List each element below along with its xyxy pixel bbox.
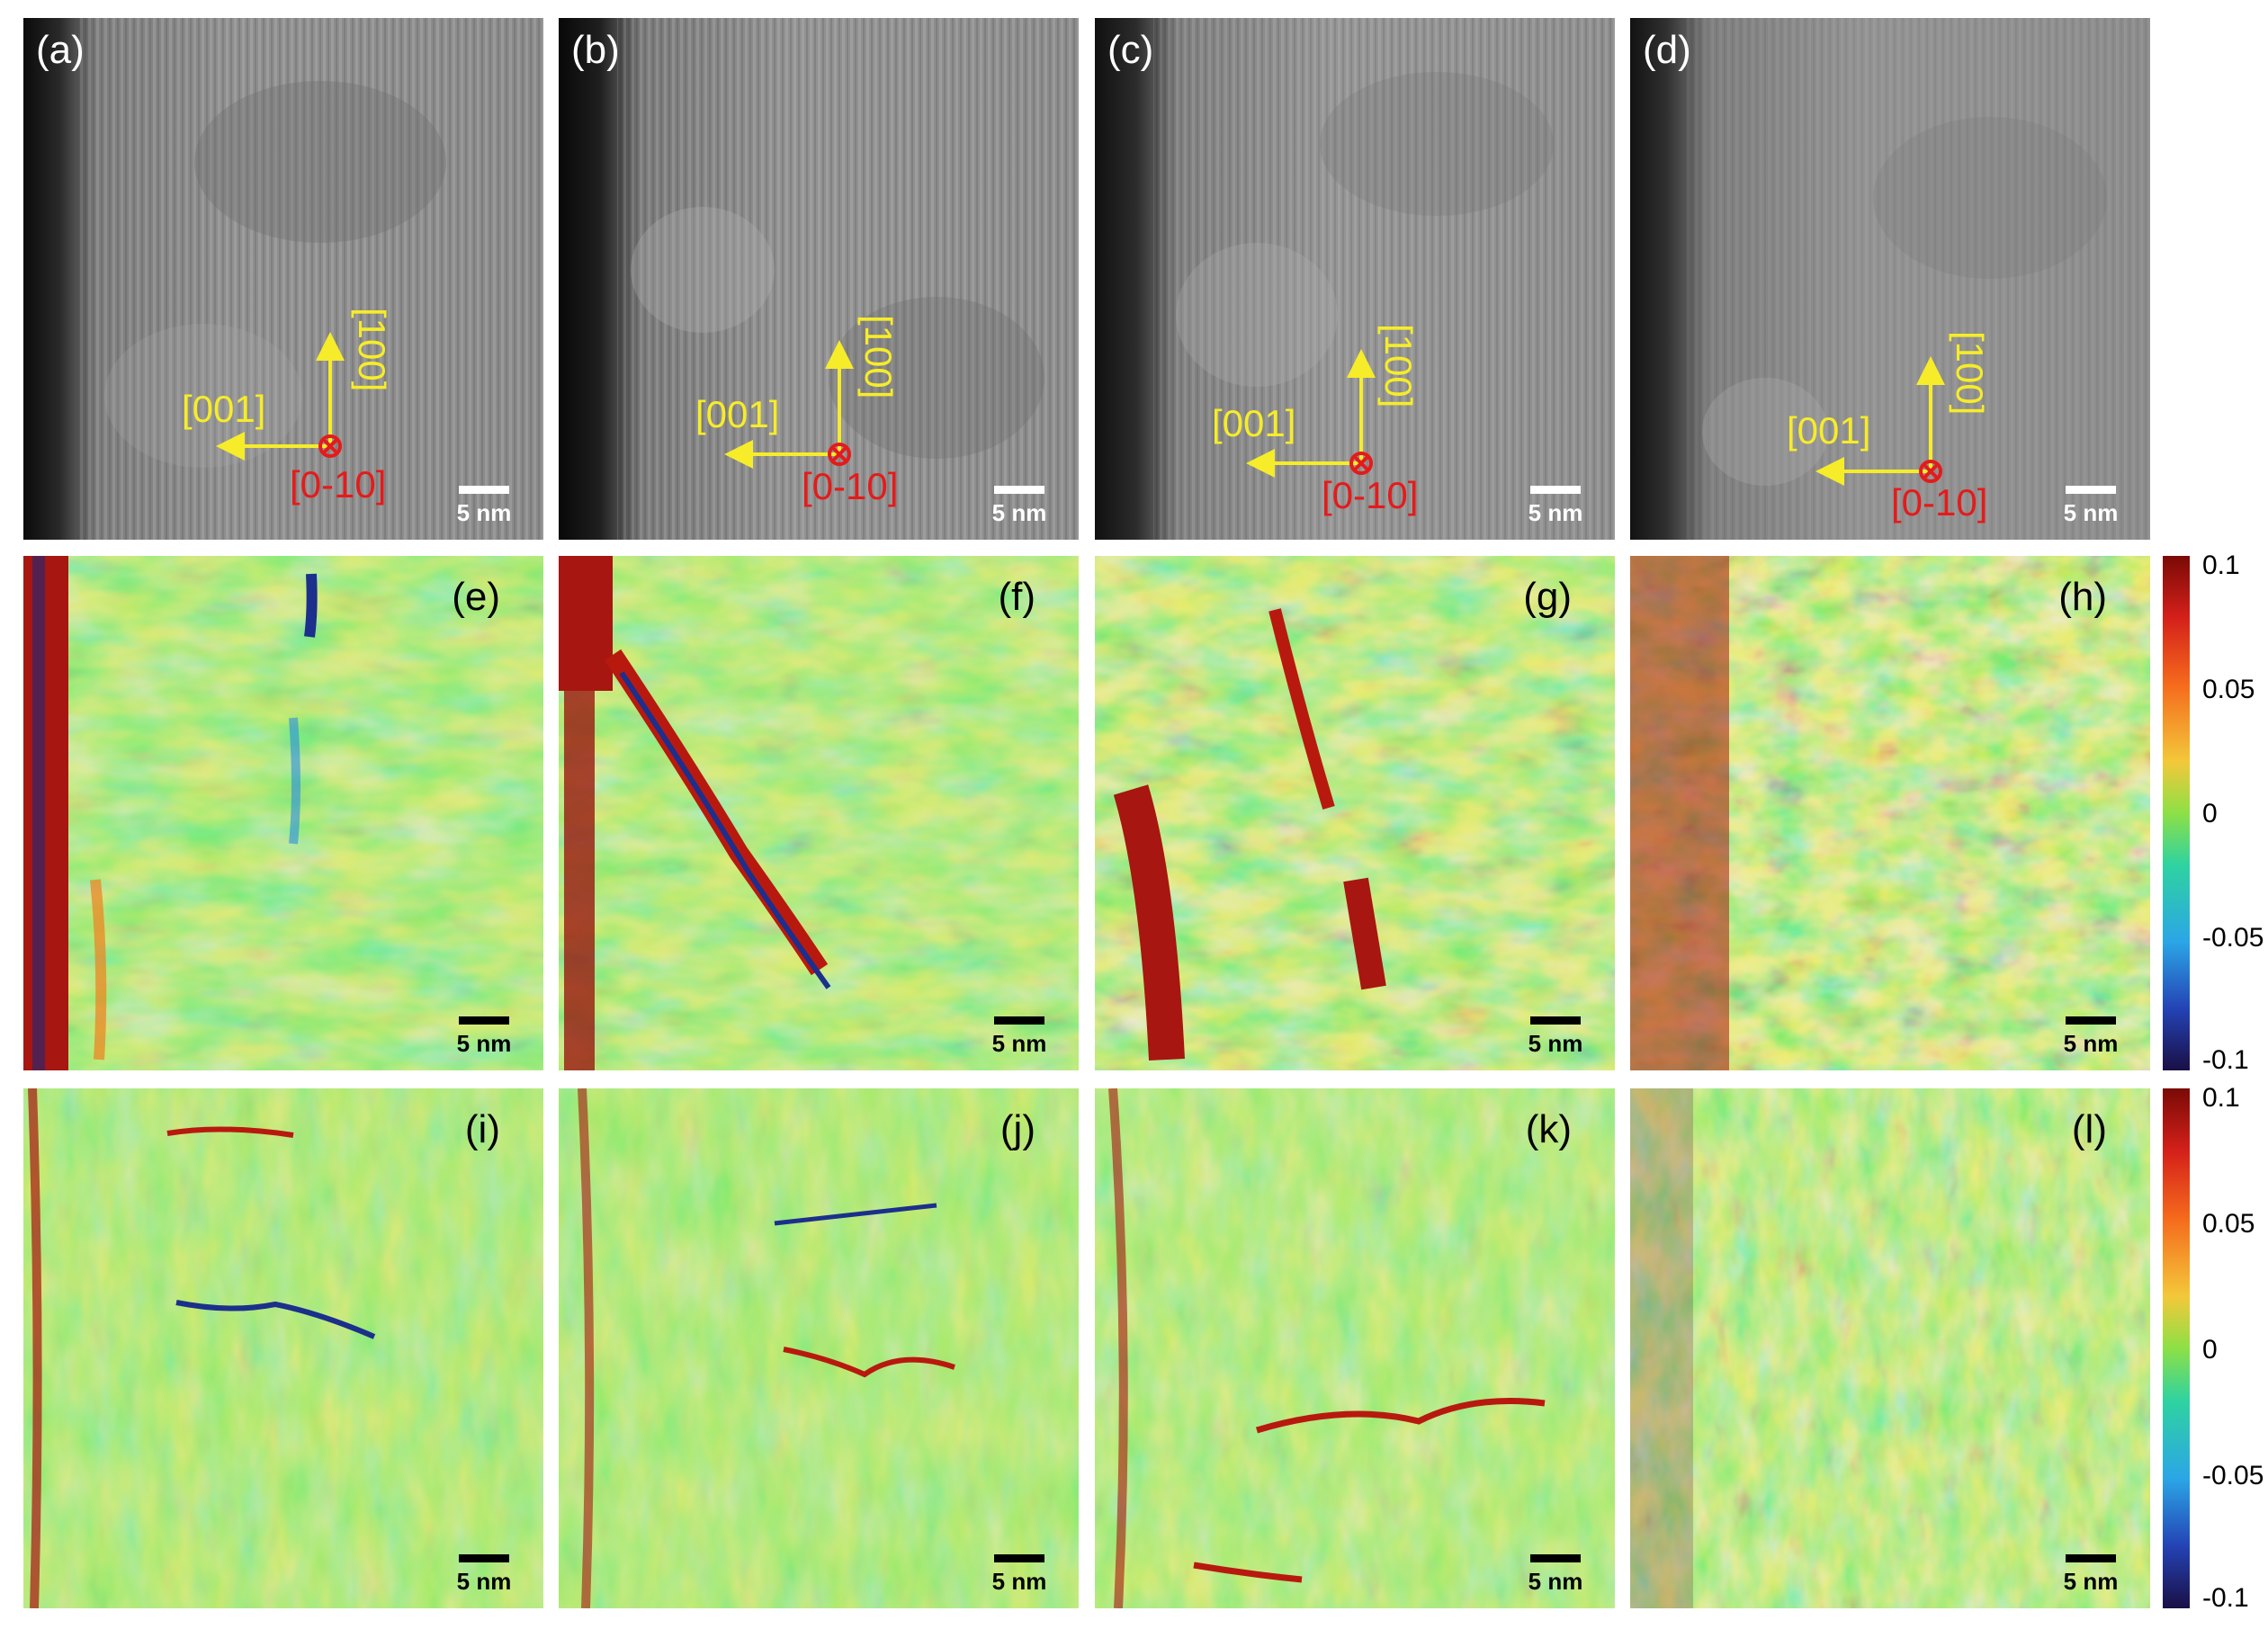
scale-bar: 5 nm xyxy=(444,1016,524,1058)
scale-bar: 5 nm xyxy=(444,1554,524,1596)
scale-bar: 5 nm xyxy=(444,486,524,527)
panel-label: (c) xyxy=(1107,28,1154,72)
axis-label-100: [100] xyxy=(351,308,393,392)
scale-bar: 5 nm xyxy=(980,486,1059,527)
colorbar-tick: 0.05 xyxy=(2202,675,2255,704)
panel-label: (g) xyxy=(1523,575,1572,619)
strain-map-g: (g) 5 nm xyxy=(1095,556,1615,1070)
tem-texture xyxy=(1630,18,2150,540)
axis-label-100: [100] xyxy=(1949,331,1991,416)
scale-bar: 5 nm xyxy=(1516,486,1595,527)
tem-image-c: (c) [001] [100] [0-10] 5 nm xyxy=(1095,18,1615,540)
strain-map-h: (h) 5 nm xyxy=(1630,556,2150,1070)
panel-label: (f) xyxy=(998,575,1035,619)
panel-label: (e) xyxy=(452,575,500,619)
colorbar-gradient xyxy=(2163,1088,2190,1608)
tem-image-b: (b) [001] [100] [0-10] 5 nm xyxy=(559,18,1079,540)
axis-label-0-10: [0-10] xyxy=(1891,481,1988,524)
axis-label-0-10: [0-10] xyxy=(802,465,899,507)
tem-texture xyxy=(1095,18,1615,540)
colorbar-tick: 0.1 xyxy=(2202,550,2240,580)
axis-label-0-10: [0-10] xyxy=(290,463,387,506)
panel-label: (l) xyxy=(2071,1107,2107,1151)
colorbar-tick: -0.1 xyxy=(2202,1045,2249,1075)
strain-map-i: (i) 5 nm xyxy=(23,1088,543,1608)
scale-bar: 5 nm xyxy=(980,1016,1059,1058)
strain-texture xyxy=(559,556,1079,1070)
colorbar-tick: -0.05 xyxy=(2202,923,2264,953)
colorbar-tick: -0.1 xyxy=(2202,1583,2249,1613)
scale-bar: 5 nm xyxy=(2051,486,2130,527)
strain-map-l: (l) 5 nm xyxy=(1630,1088,2150,1608)
axis-label-001: [001] xyxy=(1787,409,1871,452)
strain-texture xyxy=(1095,1088,1615,1608)
scale-bar: 5 nm xyxy=(2051,1554,2130,1596)
strain-texture xyxy=(559,1088,1079,1608)
strain-texture xyxy=(23,1088,543,1608)
tem-image-d: (d) [001] [100] [0-10] 5 nm xyxy=(1630,18,2150,540)
colorbar-tick: 0 xyxy=(2202,1335,2218,1365)
panel-label: (i) xyxy=(464,1107,500,1151)
axis-label-100: [100] xyxy=(857,315,900,399)
panel-label: (h) xyxy=(2058,575,2107,619)
panel-label: (k) xyxy=(1525,1107,1572,1151)
strain-map-j: (j) 5 nm xyxy=(559,1088,1079,1608)
scale-bar: 5 nm xyxy=(2051,1016,2130,1058)
tem-texture xyxy=(23,18,543,540)
scale-bar: 5 nm xyxy=(980,1554,1059,1596)
strain-texture xyxy=(1630,1088,2150,1608)
strain-texture xyxy=(23,556,543,1070)
tem-image-a: (a) [001] [100] [0-10] 5 nm xyxy=(23,18,543,540)
scale-bar: 5 nm xyxy=(1516,1554,1595,1596)
axis-label-100: [100] xyxy=(1377,324,1420,408)
strain-map-k: (k) 5 nm xyxy=(1095,1088,1615,1608)
panel-label: (a) xyxy=(36,28,85,72)
colorbar-tick: 0.1 xyxy=(2202,1083,2240,1113)
strain-texture xyxy=(1630,556,2150,1070)
colorbar-gradient xyxy=(2163,556,2190,1070)
panel-label: (d) xyxy=(1643,28,1691,72)
axis-label-0-10: [0-10] xyxy=(1322,474,1419,516)
strain-map-f: (f) 5 nm xyxy=(559,556,1079,1070)
panel-label: (j) xyxy=(1000,1107,1035,1151)
colorbar-tick: -0.05 xyxy=(2202,1461,2264,1490)
axis-label-001: [001] xyxy=(695,393,780,435)
strain-map-e: (e) 5 nm xyxy=(23,556,543,1070)
axis-label-001: [001] xyxy=(182,388,266,430)
colorbar-row2: 0.1 0.05 0 -0.05 -0.1 xyxy=(2163,552,2264,1074)
axis-label-001: [001] xyxy=(1212,402,1296,444)
colorbar-tick: 0 xyxy=(2202,799,2218,828)
panel-label: (b) xyxy=(571,28,620,72)
tem-texture xyxy=(559,18,1079,540)
strain-texture xyxy=(1095,556,1615,1070)
colorbar-tick: 0.05 xyxy=(2202,1209,2255,1239)
colorbar-row3: 0.1 0.05 0 -0.05 -0.1 xyxy=(2163,1085,2264,1612)
scale-bar: 5 nm xyxy=(1516,1016,1595,1058)
